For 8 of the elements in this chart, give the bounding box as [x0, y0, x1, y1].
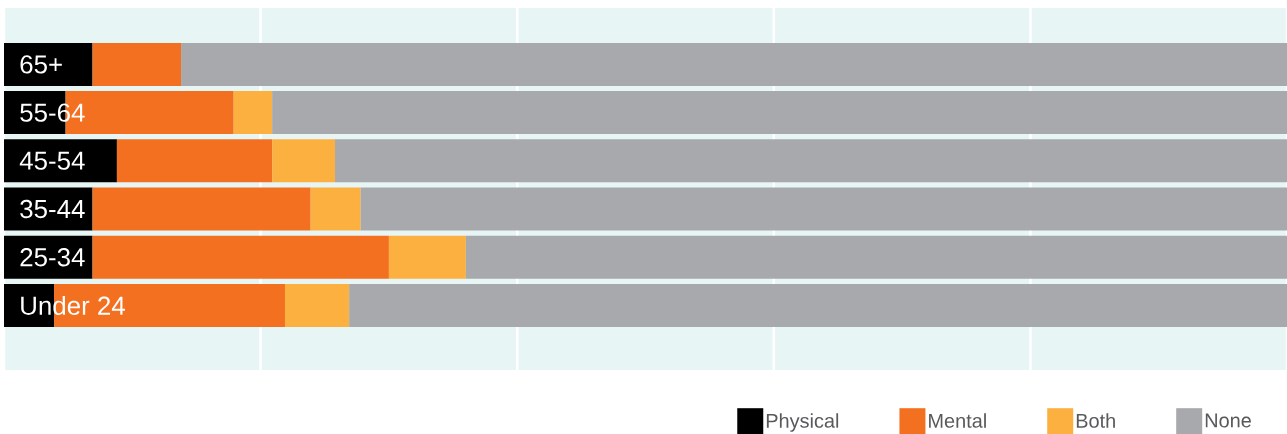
legend-label: None — [1205, 413, 1251, 428]
legend-label: Mental — [929, 413, 986, 428]
y-tick-label: 45-54 — [19, 151, 85, 170]
y-tick-label: 35-44 — [20, 199, 85, 219]
y-tick-label: 25-34 — [20, 248, 85, 267]
legend-label: Both — [1076, 413, 1115, 428]
y-tick-label: 65+ — [20, 55, 62, 74]
legend-label: Physical — [766, 413, 839, 432]
